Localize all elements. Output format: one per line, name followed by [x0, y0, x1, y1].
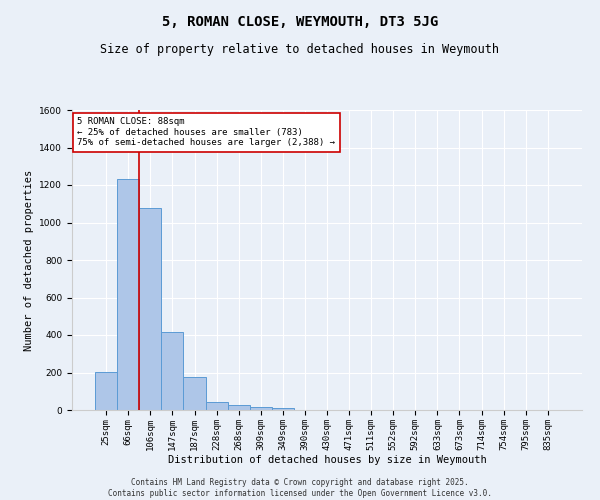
X-axis label: Distribution of detached houses by size in Weymouth: Distribution of detached houses by size … — [167, 456, 487, 466]
Text: Size of property relative to detached houses in Weymouth: Size of property relative to detached ho… — [101, 42, 499, 56]
Bar — [117, 179, 139, 410]
Bar — [139, 208, 161, 410]
Bar — [184, 376, 206, 410]
Text: Contains HM Land Registry data © Crown copyright and database right 2025.
Contai: Contains HM Land Registry data © Crown c… — [108, 478, 492, 498]
Text: 5 ROMAN CLOSE: 88sqm
← 25% of detached houses are smaller (783)
75% of semi-deta: 5 ROMAN CLOSE: 88sqm ← 25% of detached h… — [77, 118, 335, 148]
Bar — [250, 406, 272, 410]
Bar — [272, 408, 294, 410]
Bar — [206, 402, 227, 410]
Bar — [227, 405, 250, 410]
Bar — [95, 372, 117, 410]
Bar — [161, 332, 184, 410]
Text: 5, ROMAN CLOSE, WEYMOUTH, DT3 5JG: 5, ROMAN CLOSE, WEYMOUTH, DT3 5JG — [162, 15, 438, 29]
Y-axis label: Number of detached properties: Number of detached properties — [24, 170, 34, 350]
